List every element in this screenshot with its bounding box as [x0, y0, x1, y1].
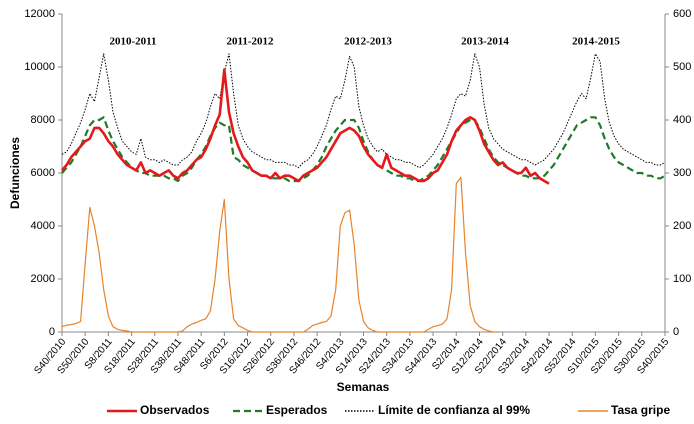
season-label: 2011-2012 — [226, 36, 274, 48]
y-tick-label: 4000 — [31, 220, 55, 232]
series-line — [61, 116, 666, 183]
y-axis-title: Defunciones — [8, 137, 22, 209]
series-line — [61, 53, 666, 169]
legend-label: Límite de confianza al 99% — [378, 403, 530, 417]
y-tick-label: 10000 — [24, 61, 55, 73]
y2-tick-label: 300 — [673, 167, 691, 179]
season-label: 2013-2014 — [461, 36, 509, 48]
series-line — [61, 176, 498, 333]
y-tick-label: 12000 — [24, 8, 55, 20]
season-label: 2012-2013 — [344, 36, 392, 48]
y-tick-label: 0 — [49, 326, 55, 338]
y2-tick-label: 0 — [673, 326, 679, 338]
y2-tick-label: 400 — [673, 114, 691, 126]
y-tick-label: 2000 — [31, 273, 55, 285]
season-label: 2014-2015 — [572, 36, 620, 48]
y-tick-label: 6000 — [31, 167, 55, 179]
legend-label: Tasa gripe — [611, 403, 670, 417]
y2-tick-label: 100 — [673, 273, 691, 285]
y2-tick-label: 500 — [673, 61, 691, 73]
legend-label: Esperados — [266, 403, 328, 417]
season-label: 2010-2011 — [109, 36, 156, 48]
y2-tick-label: 600 — [673, 8, 691, 20]
y2-tick-label: 200 — [673, 220, 691, 232]
y-tick-label: 8000 — [31, 114, 55, 126]
series-line — [61, 68, 550, 185]
x-axis-title: Semanas — [337, 380, 390, 394]
legend-label: Observados — [140, 403, 210, 417]
